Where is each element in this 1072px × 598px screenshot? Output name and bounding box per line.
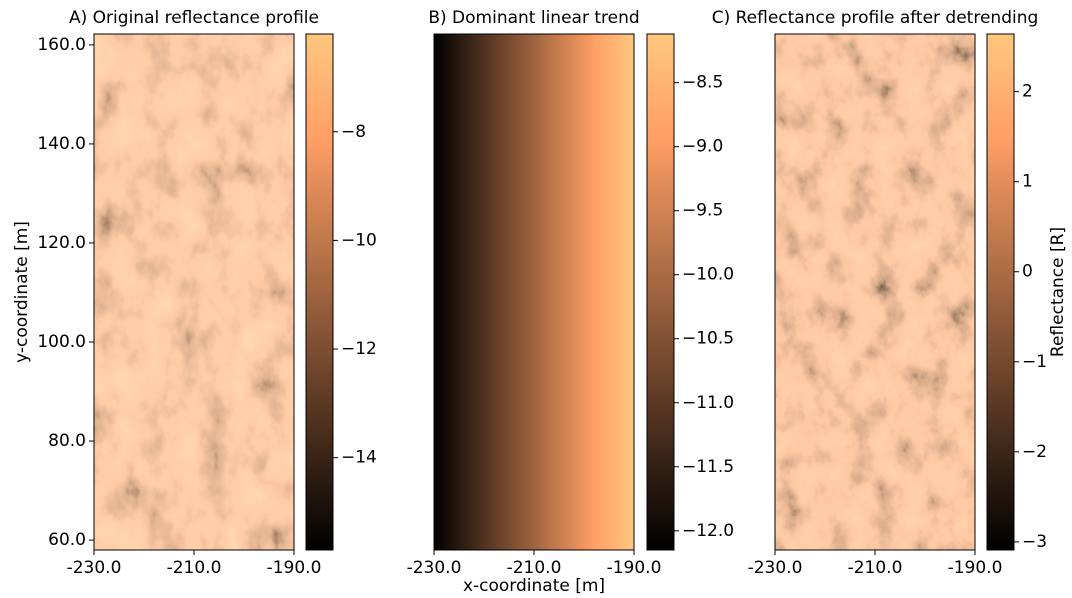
x-tick-label: -210.0 (167, 558, 222, 578)
colorbar (305, 33, 334, 551)
x-tick-label: -210.0 (507, 558, 562, 578)
heatmap-image (434, 34, 634, 550)
x-axis-label: x-coordinate [m] (463, 576, 605, 596)
colorbar-tick-label: −11.0 (682, 393, 734, 413)
colorbar (646, 33, 675, 551)
y-tick-label: 60.0 (48, 530, 86, 550)
panel-title: A) Original reflectance profile (69, 8, 319, 28)
y-tick-label: 100.0 (37, 332, 86, 352)
y-axis-label: y-coordinate [m] (12, 221, 32, 363)
y-tick-label: 160.0 (37, 35, 86, 55)
colorbar-tick-label: −3 (1022, 532, 1047, 552)
colorbar-tick-label: 2 (1022, 82, 1033, 102)
x-tick-label: -230.0 (67, 558, 122, 578)
heatmap-image (775, 34, 975, 550)
colorbar-tick-label: −11.5 (682, 457, 734, 477)
colorbar-tick-label: −9.5 (682, 201, 723, 221)
colorbar-tick-label: −14 (341, 448, 377, 468)
colorbar-tick-label: −10 (341, 230, 377, 250)
x-tick-label: -190.0 (267, 558, 322, 578)
colorbar (986, 33, 1015, 551)
x-tick-label: -230.0 (407, 558, 462, 578)
colorbar-tick-label: −12 (341, 339, 377, 359)
x-tick-label: -210.0 (848, 558, 903, 578)
heatmap-image (94, 34, 294, 550)
y-tick-label: 140.0 (37, 134, 86, 154)
x-tick-label: -230.0 (748, 558, 803, 578)
colorbar-tick-label: 1 (1022, 172, 1033, 192)
colorbar-tick-label: −8 (341, 122, 366, 142)
colorbar-tick-label: −2 (1022, 442, 1047, 462)
colorbar-label: Reflectance [R] (1048, 227, 1068, 357)
colorbar-tick-label: −10.0 (682, 265, 734, 285)
panel-title: B) Dominant linear trend (428, 8, 639, 28)
x-tick-label: -190.0 (607, 558, 662, 578)
y-tick-label: 120.0 (37, 233, 86, 253)
colorbar-tick-label: −10.5 (682, 329, 734, 349)
x-tick-label: -190.0 (948, 558, 1003, 578)
colorbar-tick-label: 0 (1022, 262, 1033, 282)
panel-title: C) Reflectance profile after detrending (712, 8, 1039, 28)
y-tick-label: 80.0 (48, 431, 86, 451)
colorbar-tick-label: −9.0 (682, 137, 723, 157)
colorbar-tick-label: −12.0 (682, 521, 734, 541)
colorbar-tick-label: −1 (1022, 352, 1047, 372)
colorbar-tick-label: −8.5 (682, 73, 723, 93)
